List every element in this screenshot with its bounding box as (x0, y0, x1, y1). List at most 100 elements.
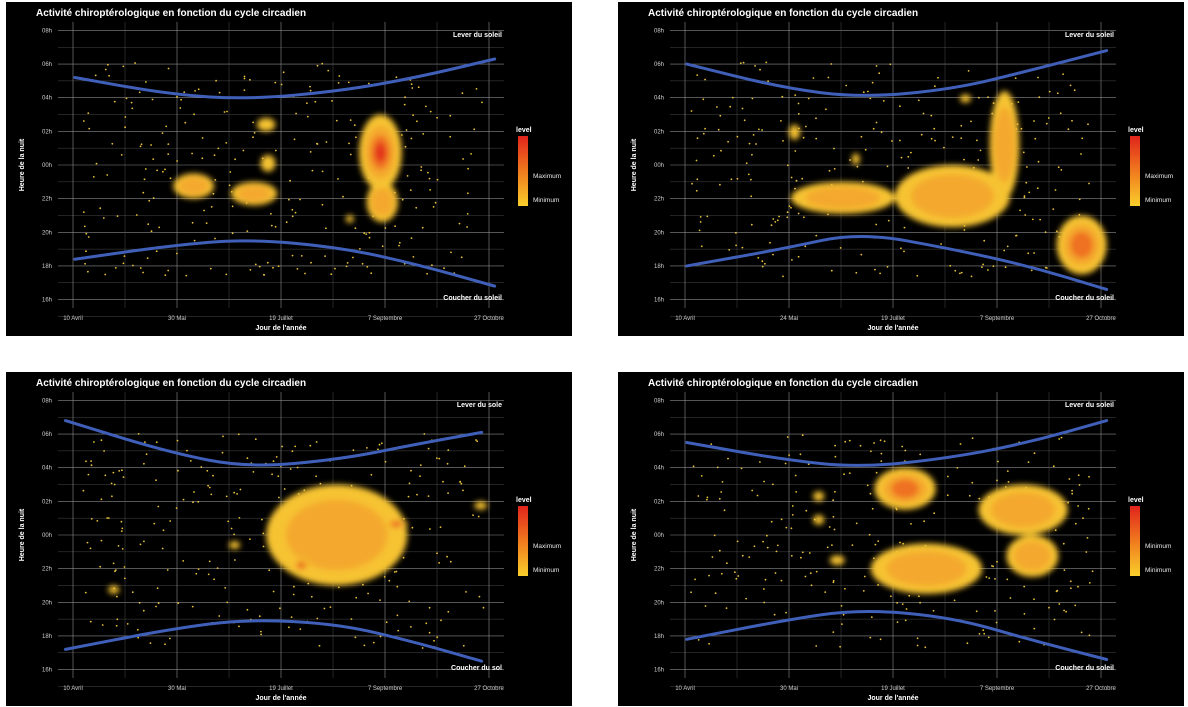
observation-dot (695, 189, 698, 192)
legend-title: level (1128, 497, 1144, 504)
observation-dot (229, 171, 232, 173)
observation-dot (164, 643, 166, 646)
observation-dot (879, 638, 882, 641)
y-tick-label: 04h (654, 96, 664, 102)
observation-dot (970, 120, 972, 123)
observation-dot (1033, 120, 1035, 122)
observation-dot (1078, 198, 1081, 201)
observation-dot (953, 599, 956, 602)
observation-dot (883, 440, 886, 443)
observation-dot (161, 132, 164, 135)
y-tick-label: 08h (654, 398, 664, 404)
observation-dot (123, 255, 126, 257)
observation-dot (460, 256, 463, 259)
observation-dot (252, 471, 255, 473)
observation-dot (930, 137, 933, 140)
observation-dot (1030, 269, 1033, 272)
observation-dot (380, 442, 383, 445)
observation-dot (890, 595, 892, 598)
observation-dot (983, 239, 986, 242)
observation-dot (262, 545, 265, 548)
density-region-mid (886, 550, 967, 587)
observation-dot (995, 621, 998, 624)
observation-dot (801, 551, 804, 554)
observation-dot (396, 614, 399, 617)
x-tick-labels: 10 Avril 30 Mai 19 Juillet 7 Septembre 27 Oc… (675, 686, 1116, 692)
observation-dot (203, 209, 206, 212)
y-tick-labels: 08h 06h 04h 02h 00h 22h 20h 18h 16h (654, 398, 664, 673)
observation-dot (304, 272, 306, 275)
observation-dot (89, 620, 92, 623)
observation-dot (246, 608, 249, 611)
sunset-curve (73, 239, 497, 288)
observation-dot (177, 469, 179, 472)
y-tick-label: 06h (654, 62, 664, 68)
observation-dot (743, 119, 746, 122)
observation-dot (84, 591, 87, 594)
observation-dot (960, 124, 963, 127)
observation-dot (763, 480, 765, 483)
observation-dot (349, 119, 352, 121)
observation-dot (910, 151, 912, 154)
observation-dot (1081, 137, 1084, 140)
observation-dot (1006, 245, 1009, 248)
observation-dot (299, 198, 301, 201)
observation-dot (832, 499, 834, 502)
observation-dot (1052, 208, 1055, 211)
y-tick-label: 22h (654, 567, 664, 573)
legend: level Maximum Minimum (516, 127, 561, 206)
observation-dot (706, 496, 709, 499)
observation-dot (395, 570, 398, 573)
observation-dot (886, 266, 889, 268)
observation-dot (176, 160, 179, 162)
observation-dot (249, 538, 251, 540)
observation-dot (797, 102, 800, 105)
observation-dot (90, 518, 93, 520)
observation-dot (735, 577, 738, 580)
observation-dot (143, 462, 145, 465)
observation-dot (293, 138, 296, 141)
observation-dot (291, 215, 294, 218)
observation-dot (436, 457, 438, 459)
observation-dot (708, 574, 710, 577)
x-tick-label: 30 Mai (168, 316, 186, 322)
observation-dot (186, 449, 188, 452)
observation-dot (899, 541, 901, 544)
observation-dot (365, 233, 368, 236)
observation-dot (405, 129, 408, 131)
observation-dot (982, 629, 985, 632)
observation-dot (764, 578, 767, 581)
observation-dot (150, 230, 153, 233)
legend-title: level (1128, 127, 1144, 134)
observation-dot (855, 522, 858, 525)
observation-dot (916, 637, 919, 640)
observation-dot (875, 65, 878, 67)
observation-dot (162, 529, 165, 532)
observation-dot (157, 602, 160, 604)
observation-dot (353, 124, 356, 127)
observation-dot (290, 616, 293, 618)
observation-dot (449, 114, 452, 117)
observation-dot (874, 268, 876, 271)
observation-dot (869, 97, 872, 100)
observation-dot (910, 523, 912, 525)
observation-dot (185, 274, 188, 277)
observation-dot (916, 274, 919, 277)
y-tick-label: 06h (654, 432, 664, 438)
observation-dot (1047, 117, 1050, 119)
legend-max-label: Maximum (533, 543, 561, 550)
observation-dot (226, 110, 228, 113)
observation-dot (791, 259, 793, 261)
observation-dot (870, 616, 873, 618)
observation-dot (169, 637, 171, 640)
observation-dot (478, 595, 481, 598)
observation-dot (447, 610, 450, 613)
observation-dot (191, 605, 194, 608)
observation-dot (1056, 92, 1059, 95)
observation-dot (1060, 169, 1063, 171)
observation-dot (438, 457, 441, 460)
observation-dot (697, 495, 700, 497)
observation-dot (438, 562, 440, 564)
legend: level Maximum Minimum (1128, 127, 1173, 206)
observation-dot (870, 450, 872, 453)
